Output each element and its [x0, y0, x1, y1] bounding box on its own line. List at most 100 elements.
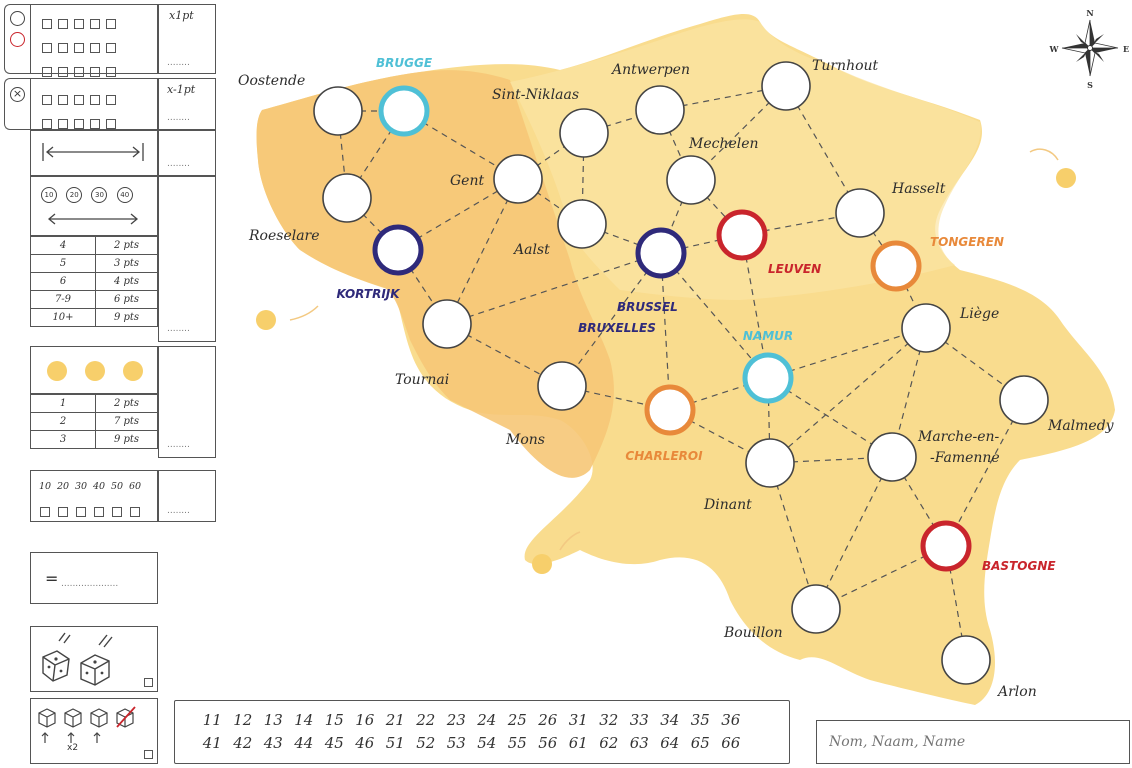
- dice-number[interactable]: 21: [385, 711, 405, 729]
- checkbox[interactable]: [112, 506, 122, 517]
- checkbox[interactable]: [90, 18, 100, 29]
- dice-number[interactable]: 25: [507, 711, 527, 729]
- city-space-dinant[interactable]: [745, 438, 795, 488]
- dice-number[interactable]: 62: [599, 734, 619, 752]
- score-cell-4[interactable]: ........: [158, 236, 216, 342]
- city-space-bastogne[interactable]: [920, 520, 972, 572]
- score-cell-1[interactable]: x1pt ........: [158, 4, 216, 74]
- dice-number[interactable]: 12: [233, 711, 253, 729]
- checkbox[interactable]: [106, 18, 116, 29]
- checkbox[interactable]: [76, 506, 86, 517]
- city-space-brugge[interactable]: [378, 85, 430, 137]
- checkbox[interactable]: [90, 66, 100, 77]
- city-space-bouillon[interactable]: [791, 584, 841, 634]
- checkbox[interactable]: [58, 66, 68, 77]
- dice-number[interactable]: 61: [568, 734, 588, 752]
- checkbox[interactable]: [42, 118, 52, 129]
- checkbox[interactable]: [90, 118, 100, 129]
- dice-number[interactable]: 52: [416, 734, 436, 752]
- city-space-namur[interactable]: [742, 352, 794, 404]
- dice-number[interactable]: 63: [629, 734, 649, 752]
- checkbox[interactable]: [58, 118, 68, 129]
- checkbox[interactable]: [58, 506, 68, 517]
- checkbox[interactable]: [58, 42, 68, 53]
- score-cell-3[interactable]: ........: [158, 130, 216, 176]
- city-space-mons[interactable]: [537, 361, 587, 411]
- checkbox[interactable]: [74, 118, 84, 129]
- dice-number[interactable]: 13: [263, 711, 283, 729]
- dice-number[interactable]: 66: [721, 734, 741, 752]
- dice-number[interactable]: 35: [690, 711, 710, 729]
- checkbox[interactable]: [74, 18, 84, 29]
- city-space-brussel[interactable]: [635, 227, 687, 279]
- dice-number[interactable]: 43: [263, 734, 283, 752]
- dice-number[interactable]: 65: [690, 734, 710, 752]
- checkbox[interactable]: [42, 42, 52, 53]
- city-space-marche[interactable]: [867, 432, 917, 482]
- dice-number[interactable]: 26: [538, 711, 558, 729]
- city-space-liege[interactable]: [901, 303, 951, 353]
- total-score-box[interactable]: = ....................: [30, 552, 158, 604]
- dice-number[interactable]: 34: [660, 711, 680, 729]
- city-space-oostende[interactable]: [313, 86, 363, 136]
- checkbox[interactable]: [130, 506, 140, 517]
- dice-number[interactable]: 24: [477, 711, 497, 729]
- checkbox[interactable]: [58, 18, 68, 29]
- checkbox[interactable]: [58, 94, 68, 105]
- city-space-gent[interactable]: [493, 154, 543, 204]
- checkbox[interactable]: [42, 94, 52, 105]
- dice-number[interactable]: 32: [599, 711, 619, 729]
- checkbox[interactable]: [94, 506, 104, 517]
- checkbox[interactable]: [40, 506, 50, 517]
- score-cell-2[interactable]: x-1pt ........: [158, 78, 216, 130]
- city-space-malmedy[interactable]: [999, 375, 1049, 425]
- score-cell-5[interactable]: ........: [158, 394, 216, 458]
- dice-number[interactable]: 23: [446, 711, 466, 729]
- checkbox[interactable]: [74, 94, 84, 105]
- dice-number[interactable]: 22: [416, 711, 436, 729]
- dice-number[interactable]: 15: [324, 711, 344, 729]
- checkbox[interactable]: [90, 42, 100, 53]
- city-space-aalst[interactable]: [557, 199, 607, 249]
- checkbox[interactable]: [74, 42, 84, 53]
- dice-number[interactable]: 55: [507, 734, 527, 752]
- checkbox[interactable]: [42, 66, 52, 77]
- dice-number[interactable]: 45: [324, 734, 344, 752]
- city-space-tongeren[interactable]: [870, 240, 922, 292]
- score-cell-6[interactable]: ........: [158, 470, 216, 522]
- dice-number[interactable]: 41: [202, 734, 222, 752]
- city-space-leuven[interactable]: [716, 209, 768, 261]
- dice-number[interactable]: 51: [385, 734, 405, 752]
- city-space-kortrijk[interactable]: [372, 224, 424, 276]
- city-space-roeselare[interactable]: [322, 173, 372, 223]
- city-space-tournai[interactable]: [422, 299, 472, 349]
- dice-number[interactable]: 16: [355, 711, 375, 729]
- dice-number[interactable]: 33: [629, 711, 649, 729]
- city-space-turnhout[interactable]: [761, 61, 811, 111]
- city-space-antwerpen[interactable]: [635, 85, 685, 135]
- dice-number[interactable]: 14: [294, 711, 314, 729]
- checkbox[interactable]: [106, 118, 116, 129]
- city-space-sint-niklaas[interactable]: [559, 108, 609, 158]
- city-space-charleroi[interactable]: [644, 384, 696, 436]
- checkbox[interactable]: [42, 18, 52, 29]
- checkbox[interactable]: [144, 678, 153, 687]
- dice-number[interactable]: 54: [477, 734, 497, 752]
- city-space-mechelen[interactable]: [666, 155, 716, 205]
- dice-number[interactable]: 42: [233, 734, 253, 752]
- dice-number[interactable]: 36: [721, 711, 741, 729]
- checkbox[interactable]: [106, 42, 116, 53]
- dice-number[interactable]: 11: [202, 711, 222, 729]
- player-name-input[interactable]: [816, 720, 1130, 764]
- dice-number[interactable]: 46: [355, 734, 375, 752]
- checkbox[interactable]: [106, 94, 116, 105]
- dice-number[interactable]: 64: [660, 734, 680, 752]
- city-space-hasselt[interactable]: [835, 188, 885, 238]
- dice-number[interactable]: 53: [446, 734, 466, 752]
- dice-number[interactable]: 44: [294, 734, 314, 752]
- checkbox[interactable]: [74, 66, 84, 77]
- dice-number[interactable]: 31: [568, 711, 588, 729]
- checkbox[interactable]: [144, 750, 153, 759]
- dice-number[interactable]: 56: [538, 734, 558, 752]
- checkbox[interactable]: [106, 66, 116, 77]
